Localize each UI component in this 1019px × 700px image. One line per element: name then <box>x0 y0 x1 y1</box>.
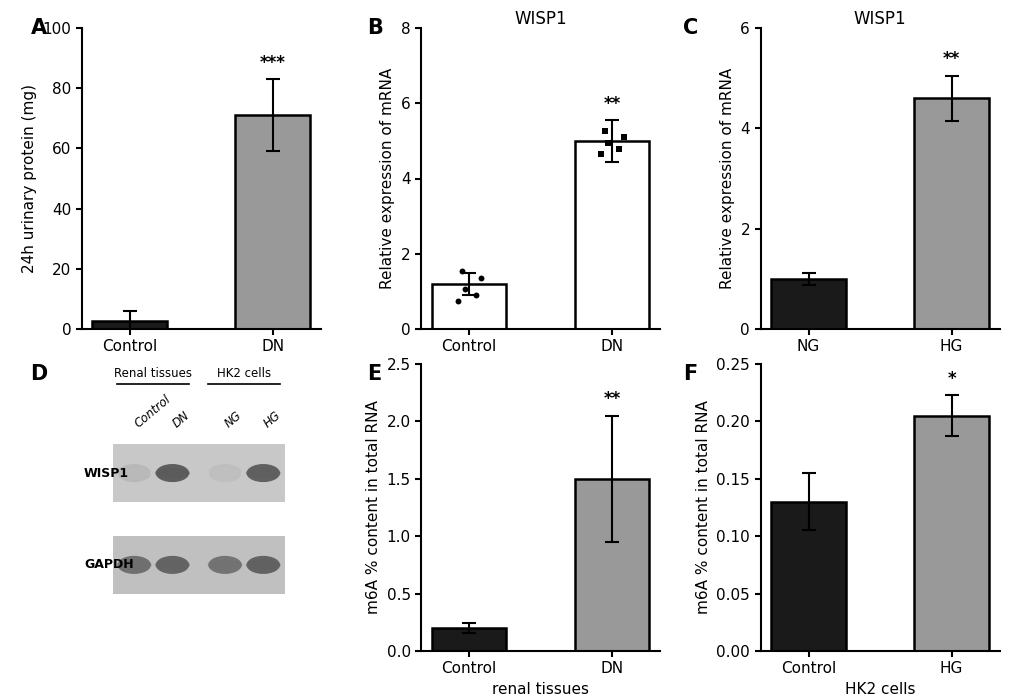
Bar <box>913 416 987 651</box>
Bar <box>770 502 845 651</box>
Ellipse shape <box>208 464 242 482</box>
Ellipse shape <box>156 556 189 574</box>
X-axis label: HK2 cells: HK2 cells <box>844 682 914 697</box>
Ellipse shape <box>116 468 152 478</box>
Ellipse shape <box>246 560 280 570</box>
Ellipse shape <box>117 464 151 482</box>
Text: C: C <box>683 18 698 38</box>
Text: **: ** <box>603 94 621 113</box>
Ellipse shape <box>207 468 243 478</box>
Text: D: D <box>31 364 48 384</box>
Point <box>610 144 627 155</box>
Ellipse shape <box>117 556 151 574</box>
Text: NG: NG <box>222 409 245 430</box>
Text: A: A <box>31 18 47 38</box>
Text: WISP1: WISP1 <box>84 467 129 480</box>
Ellipse shape <box>246 468 280 478</box>
Point <box>614 132 631 143</box>
Point <box>449 295 466 307</box>
Text: DN: DN <box>170 409 192 430</box>
Bar <box>93 321 167 329</box>
Ellipse shape <box>208 556 242 574</box>
Text: **: ** <box>942 50 959 68</box>
Text: Control: Control <box>131 393 173 430</box>
Y-axis label: m6A % content in total RNA: m6A % content in total RNA <box>695 400 710 615</box>
Bar <box>913 98 987 329</box>
Ellipse shape <box>207 560 243 570</box>
Text: *: * <box>947 370 955 388</box>
Bar <box>770 279 845 329</box>
Text: HK2 cells: HK2 cells <box>217 367 271 380</box>
Title: WISP1: WISP1 <box>853 10 906 28</box>
Text: **: ** <box>603 391 621 409</box>
Bar <box>575 141 649 329</box>
Y-axis label: m6A % content in total RNA: m6A % content in total RNA <box>366 400 381 615</box>
Bar <box>235 116 310 329</box>
Y-axis label: Relative expression of mRNA: Relative expression of mRNA <box>380 68 395 289</box>
Ellipse shape <box>116 560 152 570</box>
Text: ***: *** <box>260 54 285 71</box>
Ellipse shape <box>155 560 190 570</box>
Text: HG: HG <box>261 409 282 430</box>
Text: Renal tissues: Renal tissues <box>114 367 193 380</box>
Ellipse shape <box>155 468 190 478</box>
Title: WISP1: WISP1 <box>514 10 567 28</box>
Ellipse shape <box>247 464 280 482</box>
Point <box>468 290 484 301</box>
Point <box>592 148 608 160</box>
Point <box>457 284 473 295</box>
X-axis label: renal tissues: renal tissues <box>491 682 589 697</box>
Text: E: E <box>367 364 381 384</box>
Bar <box>575 479 649 651</box>
Y-axis label: Relative expression of mRNA: Relative expression of mRNA <box>719 68 734 289</box>
Bar <box>431 628 505 651</box>
Y-axis label: 24h urinary protein (mg): 24h urinary protein (mg) <box>21 84 37 273</box>
Bar <box>112 536 284 594</box>
Bar <box>431 284 505 329</box>
Text: GAPDH: GAPDH <box>84 559 133 571</box>
Point <box>453 265 470 276</box>
Point <box>472 272 488 284</box>
Text: F: F <box>683 364 697 384</box>
Text: B: B <box>367 18 383 38</box>
Bar <box>112 444 284 502</box>
Point <box>599 137 615 148</box>
Ellipse shape <box>247 556 280 574</box>
Ellipse shape <box>156 464 189 482</box>
Point <box>596 126 612 137</box>
